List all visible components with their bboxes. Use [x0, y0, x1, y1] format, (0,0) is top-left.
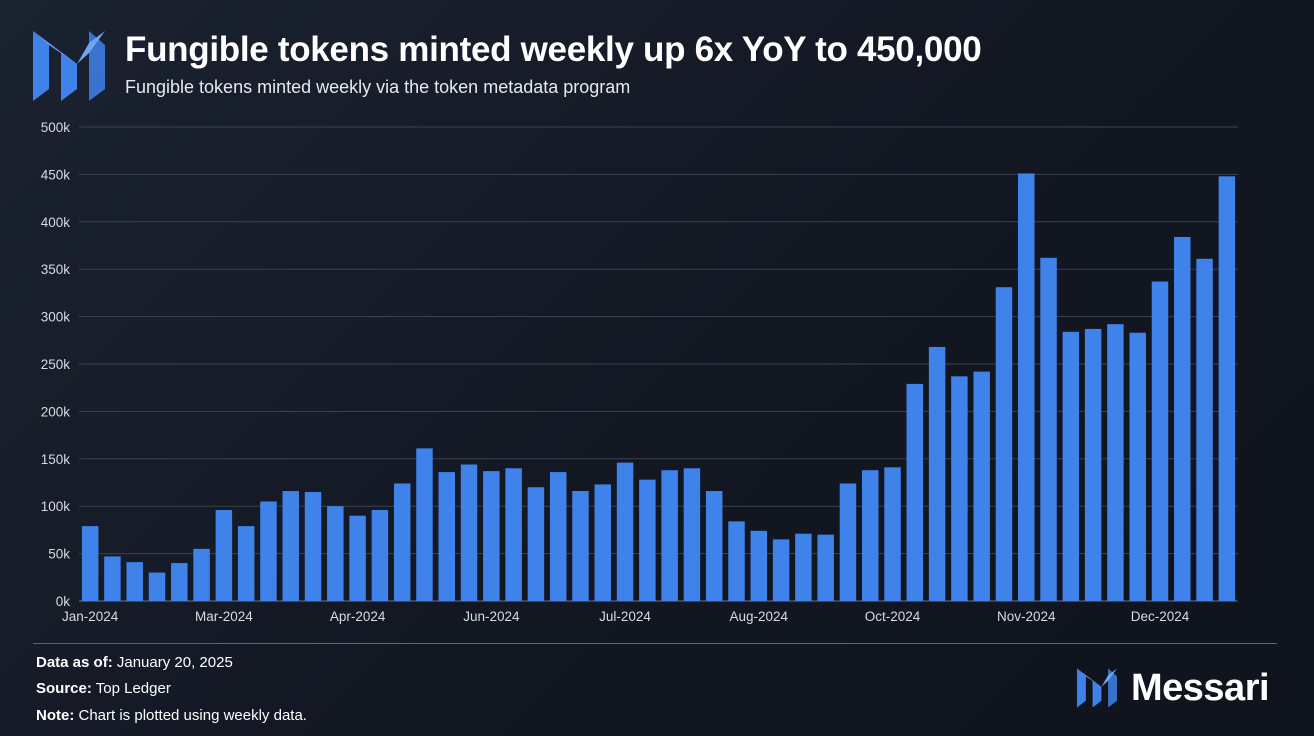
bar	[505, 468, 522, 601]
bar	[1174, 236, 1191, 601]
bar	[371, 509, 389, 601]
x-tick-label: Nov-2024	[997, 609, 1056, 624]
bar	[861, 470, 879, 601]
y-tick-label: 300k	[41, 310, 71, 325]
bar	[772, 539, 790, 601]
bar	[906, 383, 924, 601]
messari-m-icon	[1077, 668, 1117, 708]
bar	[237, 526, 255, 601]
y-tick-label: 50k	[48, 547, 70, 562]
bar	[193, 548, 210, 601]
x-tick-label: Oct-2024	[865, 609, 921, 624]
y-tick-label: 350k	[41, 262, 71, 277]
messari-logo-icon	[33, 31, 105, 101]
bar	[750, 530, 768, 601]
bar	[839, 483, 857, 601]
footer-note: Note: Chart is plotted using weekly data…	[36, 707, 307, 724]
bar	[527, 487, 545, 601]
page-title: Fungible tokens minted weekly up 6x YoY …	[125, 30, 982, 69]
data-as-of-value: January 20, 2025	[116, 654, 233, 671]
bar	[795, 533, 812, 601]
y-tick-label: 450k	[41, 167, 71, 182]
bar	[171, 563, 188, 601]
bar	[1218, 176, 1236, 602]
bar	[126, 562, 143, 601]
bar	[1062, 331, 1080, 601]
bar	[460, 464, 478, 601]
bar	[1018, 173, 1035, 601]
source-value: Top Ledger	[95, 680, 171, 697]
bar	[683, 468, 701, 601]
bar	[817, 534, 834, 601]
bar	[728, 521, 745, 601]
bar	[327, 506, 344, 601]
bar	[594, 484, 612, 601]
x-tick-label: Jan-2024	[62, 609, 119, 624]
x-tick-label: Jul-2024	[599, 609, 651, 624]
y-tick-label: 0k	[56, 594, 71, 609]
x-tick-label: Aug-2024	[730, 609, 789, 624]
data-as-of-label: Data as of:	[36, 654, 113, 671]
bar	[282, 491, 299, 601]
bar-layer	[81, 173, 1236, 602]
bar	[572, 491, 589, 601]
bar	[1196, 258, 1213, 601]
y-tick-label: 500k	[41, 120, 71, 135]
y-axis-ticks: 0k 50k 100k 150k 200k 250k 300k 350k 400k 450k 500…	[41, 120, 71, 609]
y-tick-label: 250k	[41, 357, 71, 372]
bar	[438, 472, 455, 601]
bar	[1129, 332, 1146, 601]
y-tick-label: 100k	[41, 499, 71, 514]
bar	[661, 470, 678, 601]
page-subtitle: Fungible tokens minted weekly via the to…	[125, 77, 631, 97]
bar	[928, 346, 946, 601]
bar	[705, 491, 723, 601]
source-label: Source:	[36, 680, 92, 697]
bar	[416, 448, 433, 601]
bar	[349, 515, 366, 601]
note-value: Chart is plotted using weekly data.	[78, 707, 307, 724]
bar	[81, 526, 99, 601]
bar	[1107, 324, 1124, 601]
bar	[260, 501, 277, 601]
bar	[951, 376, 968, 601]
bar	[639, 479, 656, 601]
y-tick-label: 400k	[41, 215, 71, 230]
bar	[616, 462, 634, 601]
bar	[884, 467, 901, 601]
x-tick-label: Apr-2024	[330, 609, 386, 624]
footer-source: Source: Top Ledger	[36, 680, 171, 697]
x-tick-label: Mar-2024	[195, 609, 253, 624]
x-axis-ticks: Jan-2024 Mar-2024 Apr-2024 Jun-2024 Jul-2024…	[62, 609, 1190, 624]
bar	[995, 287, 1013, 601]
bar	[1084, 328, 1102, 601]
footer-divider	[33, 643, 1277, 644]
bar-chart: 0k 50k 100k 150k 200k 250k 300k 350k 400k 450k 500…	[41, 120, 1238, 624]
bar	[1040, 257, 1057, 601]
x-tick-label: Jun-2024	[463, 609, 520, 624]
y-tick-label: 150k	[41, 452, 71, 467]
bar	[393, 483, 411, 601]
bar	[973, 371, 990, 601]
brand-logo: Messari	[1077, 666, 1270, 710]
x-tick-label: Dec-2024	[1131, 609, 1190, 624]
bar	[549, 472, 567, 601]
y-tick-label: 200k	[41, 404, 71, 419]
brand-name: Messari	[1131, 666, 1270, 709]
note-label: Note:	[36, 707, 75, 724]
bar	[148, 572, 166, 601]
bar	[104, 556, 121, 601]
bar	[304, 491, 322, 601]
bar	[215, 509, 233, 601]
bar	[1151, 281, 1169, 601]
footer-data-as-of: Data as of: January 20, 2025	[36, 654, 233, 671]
bar	[483, 471, 500, 601]
